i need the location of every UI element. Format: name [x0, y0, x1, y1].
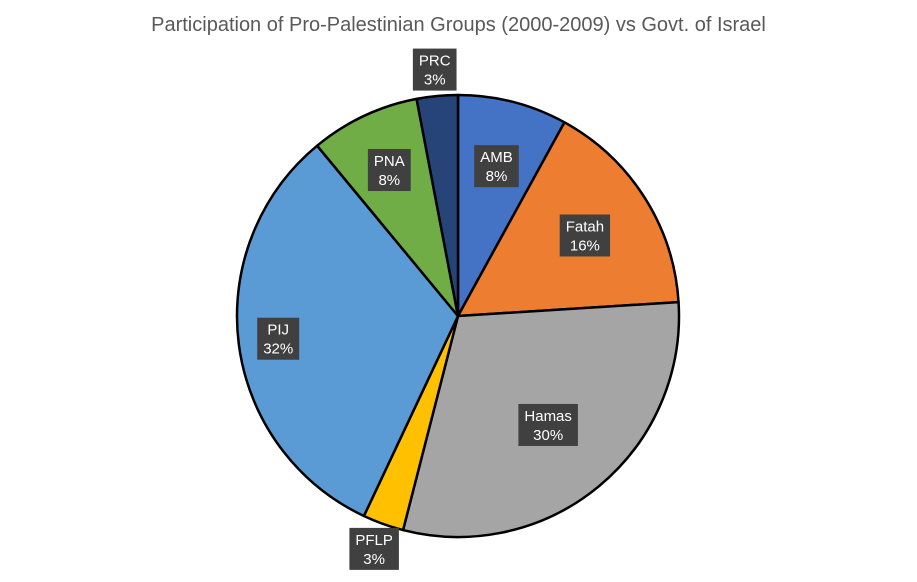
data-label-background: [518, 403, 578, 446]
data-label-value: 3%: [363, 551, 385, 568]
pie-slice-pij: [235, 144, 460, 518]
data-label-background: [367, 149, 411, 192]
data-label-fatah: Fatah 16%: [559, 214, 611, 257]
data-label-value: 3%: [424, 72, 446, 89]
data-label-background: [474, 145, 519, 188]
data-label-pij: PIJ 32%: [257, 317, 300, 360]
data-label-value: 32%: [263, 341, 293, 358]
data-label-category: PFLP: [355, 532, 393, 549]
data-label-pflp: PFLP 3%: [349, 527, 399, 570]
data-label-value: 8%: [378, 172, 400, 189]
data-label-prc: PRC 3%: [412, 48, 457, 91]
data-label-amb: AMB 8%: [474, 145, 519, 188]
data-label-value: 8%: [486, 168, 508, 185]
data-label-background: [412, 48, 457, 91]
data-label-background: [257, 317, 300, 360]
data-label-pna: PNA 8%: [367, 149, 411, 192]
data-label-hamas: Hamas 30%: [518, 403, 578, 446]
data-label-value: 16%: [570, 237, 600, 254]
pie-slice-pna: [315, 97, 460, 318]
data-labels: AMB 8% Fatah 16% Hamas 30% PFLP 3% PIJ 32% PNA 8% PR…: [257, 48, 611, 570]
data-label-category: PRC: [419, 53, 451, 70]
chart-title: Participation of Pro-Palestinian Groups …: [151, 14, 766, 36]
data-label-value: 30%: [533, 427, 563, 444]
data-label-category: PIJ: [267, 322, 289, 339]
pie-slice-prc: [415, 93, 460, 318]
data-label-category: Hamas: [524, 408, 572, 425]
data-label-category: Fatah: [566, 218, 604, 235]
data-label-background: [559, 214, 611, 257]
data-label-category: AMB: [480, 149, 513, 166]
data-label-background: [349, 527, 399, 570]
slices: [235, 93, 681, 539]
data-label-category: PNA: [374, 153, 405, 170]
